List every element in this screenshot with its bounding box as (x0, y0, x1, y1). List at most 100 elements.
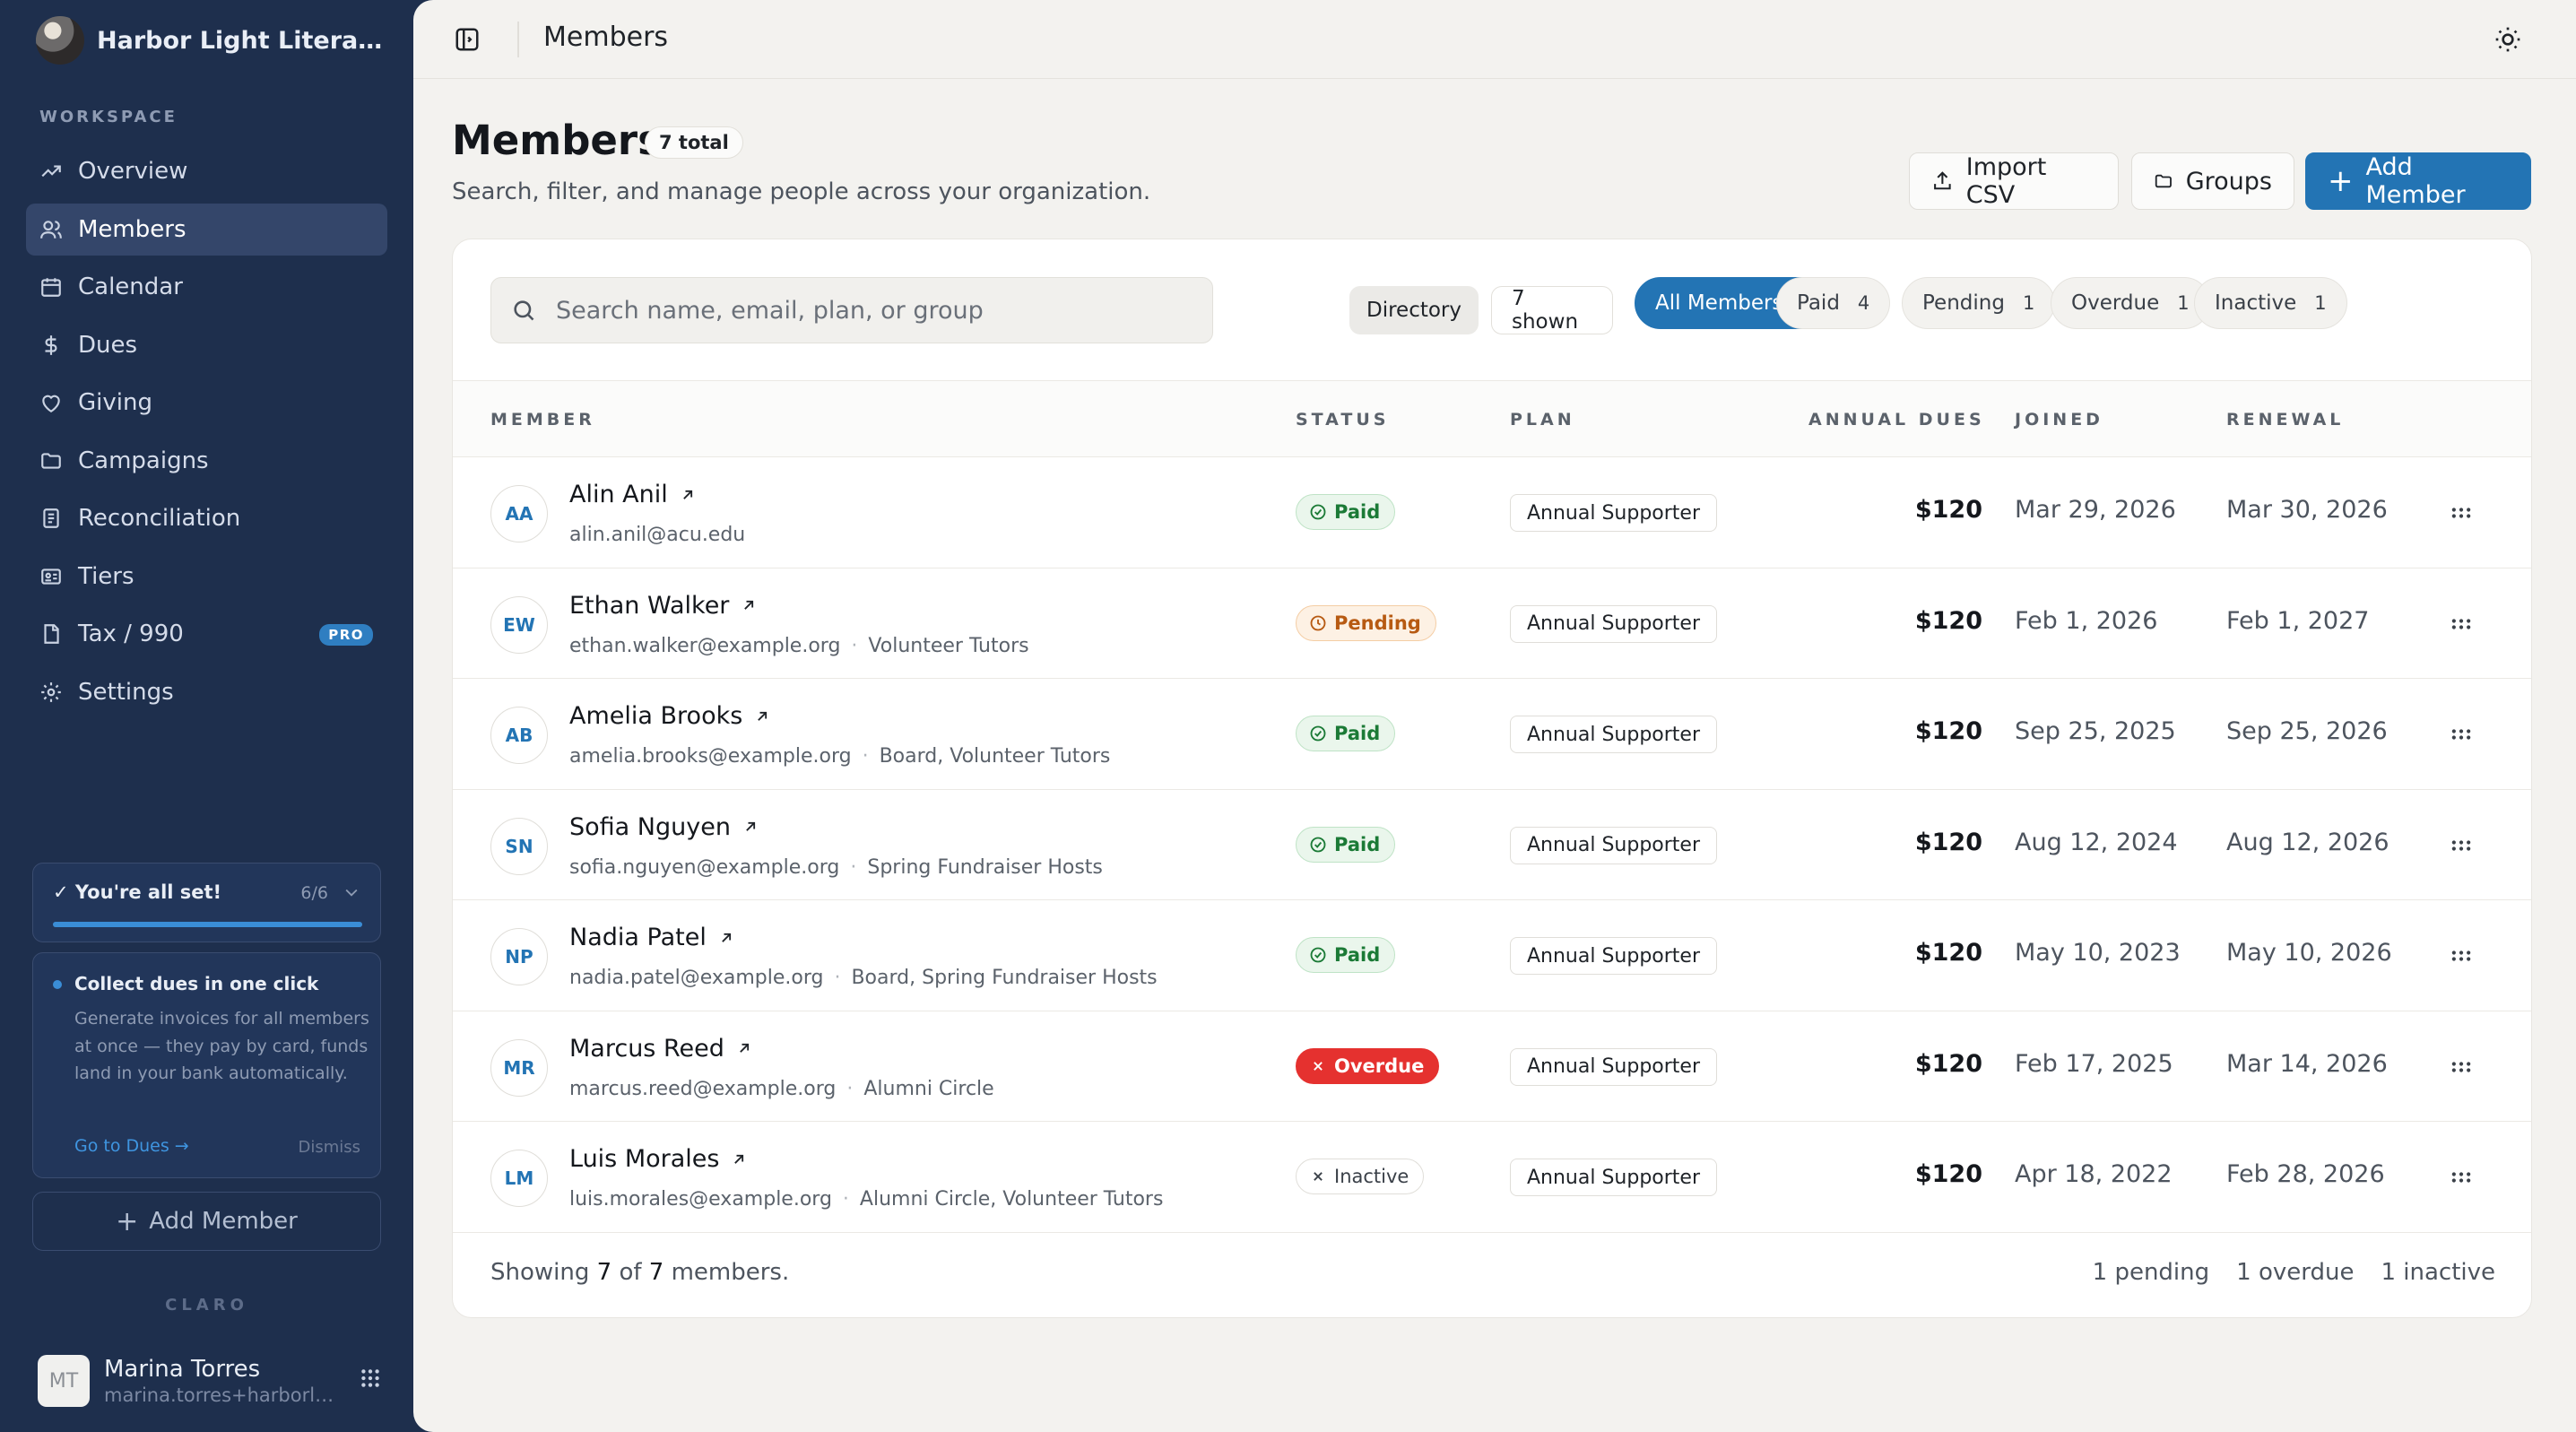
topbar-title: Members (543, 22, 669, 53)
inactive-summary: 1 inactive (2381, 1259, 2495, 1286)
chevron-down-icon[interactable] (343, 883, 360, 901)
sidebar-item-giving[interactable]: Giving (26, 377, 387, 429)
sidebar-item-tiers[interactable]: Tiers (26, 551, 387, 603)
member-name-link[interactable]: Amelia Brooks (569, 702, 771, 730)
table-footer: Showing 7 of 7 members. 1 pending 1 over… (453, 1234, 2531, 1317)
external-link-icon (758, 711, 768, 721)
renewal-date: Aug 12, 2026 (2226, 828, 2390, 856)
go-to-dues-link[interactable]: Go to Dues → (74, 1136, 189, 1156)
row-menu-icon[interactable] (2449, 1054, 2474, 1080)
status-summary: 1 pending 1 overdue 1 inactive (2066, 1259, 2495, 1286)
separator-dot: · (842, 1188, 849, 1211)
member-name-link[interactable]: Luis Morales (569, 1145, 748, 1173)
sidebar-item-label: Overview (78, 158, 188, 185)
table-row[interactable]: LM Luis Morales luis.morales@example.org · A… (453, 1122, 2531, 1233)
plan-badge: Annual Supporter (1510, 937, 1718, 975)
total-badge: 7 total (645, 126, 743, 159)
member-name-link[interactable]: Nadia Patel (569, 924, 735, 951)
member-name-link[interactable]: Marcus Reed (569, 1035, 753, 1063)
tip-card: Collect dues in one click Generate invoi… (32, 952, 381, 1178)
filter-label: Inactive (2215, 291, 2297, 315)
sidebar-item-dues[interactable]: Dues (26, 319, 387, 371)
avatar: SN (490, 817, 548, 875)
status-label: Overdue (1334, 1054, 1425, 1077)
member-name-link[interactable]: Ethan Walker (569, 592, 758, 620)
plus-icon: + (116, 1205, 139, 1237)
sidebar-item-tax[interactable]: Tax / 990 PRO (26, 608, 387, 660)
table-row[interactable]: AA Alin Anil alin.anil@acu.edu Paid Annual S… (453, 457, 2531, 568)
filter-overdue[interactable]: Overdue 1 (2051, 277, 2210, 329)
showing-total: 7 (648, 1259, 664, 1286)
add-member-button[interactable]: + Add Member (2305, 152, 2531, 210)
groups-button[interactable]: Groups (2131, 152, 2294, 210)
row-menu-icon[interactable] (2449, 1165, 2474, 1190)
table-row[interactable]: NP Nadia Patel nadia.patel@example.org · Boa… (453, 900, 2531, 1011)
sidebar-item-settings[interactable]: Settings (26, 666, 387, 718)
sidebar-item-members[interactable]: Members (26, 203, 387, 256)
search-box[interactable] (490, 277, 1213, 343)
overdue-summary: 1 overdue (2236, 1259, 2355, 1286)
sun-icon[interactable] (2494, 25, 2522, 54)
table-row[interactable]: SN Sofia Nguyen sofia.nguyen@example.org · S… (453, 790, 2531, 900)
sidebar-item-reconciliation[interactable]: Reconciliation (26, 492, 387, 544)
member-name: Marcus Reed (569, 1034, 724, 1063)
status-label: Paid (1334, 833, 1381, 855)
status-label: Paid (1334, 944, 1381, 966)
search-icon (514, 300, 534, 321)
row-menu-icon[interactable] (2449, 612, 2474, 637)
search-input[interactable] (556, 296, 1184, 325)
annual-dues: $120 (1914, 939, 1982, 967)
filter-inactive[interactable]: Inactive 1 (2194, 277, 2347, 329)
sidebar-item-calendar[interactable]: Calendar (26, 261, 387, 313)
column-header-status[interactable]: STATUS (1296, 410, 1390, 430)
sidebar-add-member-button[interactable]: + Add Member (32, 1192, 381, 1251)
avatar: MR (490, 1038, 548, 1097)
table-row[interactable]: AB Amelia Brooks amelia.brooks@example.org… (453, 679, 2531, 790)
org-switcher[interactable]: Harbor Light Literacy Foundation (36, 16, 395, 65)
plan-badge: Annual Supporter (1510, 604, 1718, 643)
column-header-plan[interactable]: PLAN (1510, 410, 1575, 430)
column-header-member[interactable]: MEMBER (490, 410, 595, 430)
column-header-renewal[interactable]: RENEWAL (2226, 410, 2345, 430)
sidebar-toggle-icon[interactable] (454, 26, 481, 53)
plus-icon: + (2328, 163, 2354, 199)
member-name-link[interactable]: Sofia Nguyen (569, 813, 759, 841)
grid-menu-icon[interactable] (359, 1367, 382, 1390)
separator-dot: · (862, 745, 869, 768)
dismiss-link[interactable]: Dismiss (298, 1138, 360, 1157)
groups-label: Groups (2185, 167, 2272, 195)
sidebar-item-label: Tiers (78, 562, 134, 590)
pending-summary: 1 pending (2092, 1259, 2210, 1286)
table-row[interactable]: MR Marcus Reed marcus.reed@example.org · Alu… (453, 1011, 2531, 1122)
row-menu-icon[interactable] (2449, 833, 2474, 858)
sidebar-item-label: Tax / 990 (78, 621, 184, 647)
annual-dues: $120 (1914, 606, 1982, 635)
row-menu-icon[interactable] (2449, 722, 2474, 747)
column-header-joined[interactable]: JOINED (2015, 410, 2103, 430)
user-profile[interactable]: MT Marina Torres marina.torres+harborlig… (38, 1352, 387, 1410)
row-menu-icon[interactable] (2449, 943, 2474, 968)
external-link-icon (740, 1043, 749, 1053)
directory-toggle[interactable]: Directory (1349, 286, 1479, 334)
main-content: Members Members 7 total Search, filter, … (413, 0, 2576, 1432)
check-circle-icon (1310, 504, 1326, 520)
topbar-divider (517, 22, 519, 57)
table-row[interactable]: EW Ethan Walker ethan.walker@example.org · V… (453, 568, 2531, 679)
org-name: Harbor Light Literacy Foundation (97, 26, 384, 55)
column-header-annual-dues[interactable]: ANNUAL DUES (1808, 410, 1985, 430)
member-groups: Alumni Circle (863, 1077, 994, 1100)
status-label: Paid (1334, 501, 1381, 523)
filter-pending[interactable]: Pending 1 (1902, 277, 2056, 329)
sidebar-item-campaigns[interactable]: Campaigns (26, 435, 387, 487)
setup-progress-card[interactable]: ✓ You're all set! 6/6 (32, 863, 381, 942)
plan-badge: Annual Supporter (1510, 716, 1718, 753)
external-link-icon (682, 490, 692, 499)
upload-icon (1934, 171, 1951, 190)
member-details: amelia.brooks@example.org · Board, Volunte… (569, 745, 1110, 768)
sidebar-item-overview[interactable]: Overview (26, 145, 387, 197)
showing-summary: Showing 7 of 7 members. (490, 1259, 789, 1286)
row-menu-icon[interactable] (2449, 500, 2474, 525)
import-csv-button[interactable]: Import CSV (1909, 152, 2119, 210)
filter-paid[interactable]: Paid 4 (1776, 277, 1891, 329)
member-name-link[interactable]: Alin Anil (569, 481, 697, 508)
